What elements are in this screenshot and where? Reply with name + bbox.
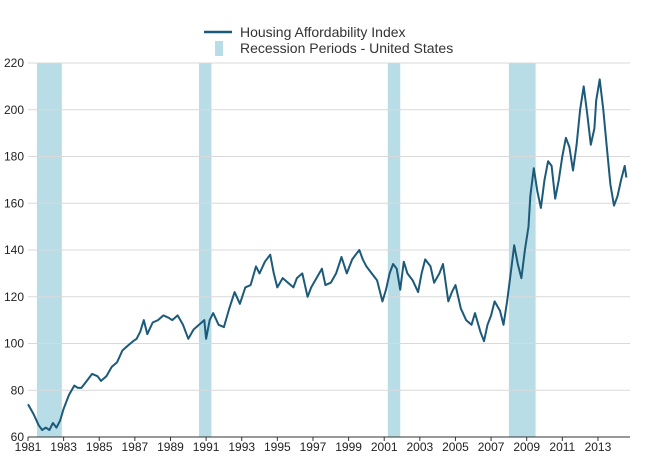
x-tick-label-2013: 2013 (585, 440, 612, 454)
series-line-housing-affordability-index (27, 78, 628, 431)
y-tick-label-80: 80 (11, 383, 25, 397)
x-tick-label-2001: 2001 (371, 440, 398, 454)
legend-band-swatch (215, 41, 223, 56)
y-tick-label-220: 220 (4, 56, 24, 70)
y-gridlines (28, 62, 630, 391)
x-tick-labels: 1981 1983 1985 1987 1989 1991 1993 1995 1997 1999… (15, 440, 612, 454)
y-tick-label-100: 100 (4, 337, 24, 351)
y-tick-label-120: 120 (4, 290, 24, 304)
x-tick-label-1999: 1999 (335, 440, 362, 454)
legend-label-recession-periods: Recession Periods - United States (240, 40, 453, 56)
x-tick-label-2005: 2005 (442, 440, 469, 454)
legend: Housing Affordability Index Recession Pe… (204, 24, 453, 56)
x-tick-label-1987: 1987 (122, 440, 149, 454)
y-tick-label-140: 140 (4, 243, 24, 257)
y-tick-label-60: 60 (11, 430, 25, 444)
x-tick-label-1997: 1997 (300, 440, 327, 454)
x-axis (27, 436, 630, 441)
x-tick-label-2011: 2011 (549, 440, 575, 454)
x-tick-label-1981: 1981 (15, 440, 42, 454)
x-tick-label-1993: 1993 (228, 440, 255, 454)
x-tick-label-1983: 1983 (50, 440, 77, 454)
y-tick-label-200: 200 (4, 103, 24, 117)
x-tick-label-1991: 1991 (193, 440, 220, 454)
y-tick-labels: 60 80 100 120 140 160 180 200 220 (4, 56, 24, 444)
x-tick-label-1995: 1995 (264, 440, 291, 454)
x-tick-label-1985: 1985 (86, 440, 113, 454)
series-lines (27, 78, 628, 431)
x-tick-label-2009: 2009 (513, 440, 540, 454)
legend-label-housing-affordability-index: Housing Affordability Index (240, 24, 406, 40)
x-tick-label-2003: 2003 (406, 440, 433, 454)
y-tick-label-180: 180 (4, 150, 24, 164)
y-tick-label-160: 160 (4, 196, 24, 210)
x-tick-label-2007: 2007 (478, 440, 505, 454)
x-tick-label-1989: 1989 (157, 440, 184, 454)
